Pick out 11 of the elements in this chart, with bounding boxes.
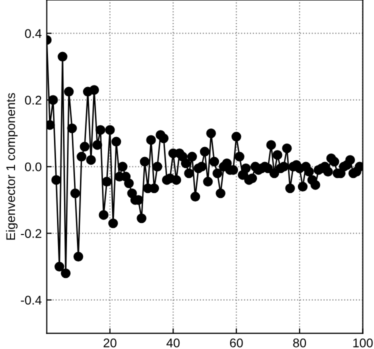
- y-tick-label: -0.4: [20, 296, 42, 305]
- x-tick-label: 60: [230, 338, 243, 348]
- y-axis-title: Eigenvector 1 components: [6, 93, 18, 240]
- y-tick-label: -0.2: [20, 229, 42, 238]
- x-tick-label: 40: [166, 338, 180, 348]
- x-tick-label: 20: [104, 338, 116, 348]
- y-tick-label: 0.4: [25, 29, 42, 38]
- x-tick-label: 80: [293, 338, 306, 348]
- y-tick-label: 0.0: [25, 162, 42, 172]
- x-tick-label: 100: [353, 338, 373, 348]
- y-tick-label: 0.2: [25, 96, 42, 105]
